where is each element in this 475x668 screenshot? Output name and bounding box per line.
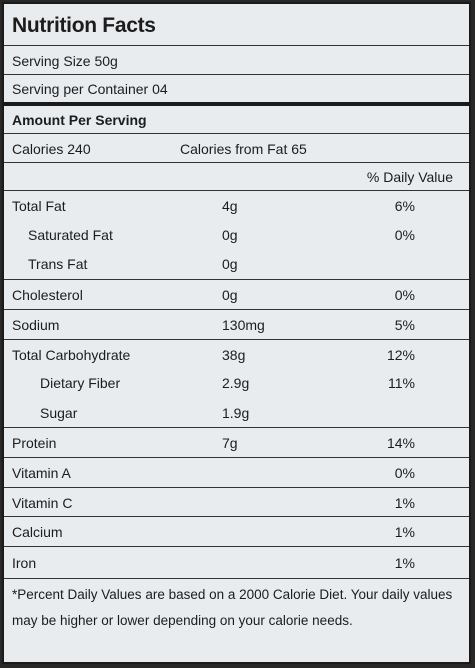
amount-per-serving-row: Amount Per Serving [4,106,469,133]
footnote: *Percent Daily Values are based on a 200… [12,587,453,628]
nutrient-name: Total Fat [12,198,66,214]
servings-per-container-row: Serving per Container 04 [4,74,469,103]
nutrient-amount: 2.9g [222,375,250,391]
servings-per-container: Serving per Container 04 [12,81,168,97]
nutrient-amount: 38g [222,346,246,363]
nutrient-name: Sugar [40,404,78,421]
nutrient-row: Dietary Fiber 2.9g 11% [4,368,469,398]
nutrient-name: Calcium [12,524,63,540]
footnote-divider [4,578,469,579]
nutrient-row: Protein 7g 14% [4,427,469,458]
nutrient-row: Calcium 1% [4,516,469,547]
nutrient-name: Total Carbohydrate [12,346,131,363]
nutrient-name: Protein [12,435,57,451]
nutrient-name: Cholesterol [12,287,83,303]
nutrient-name: Saturated Fat [28,226,113,243]
nutrient-daily-value: 11% [388,375,415,391]
calories-row: Calories 240 Calories from Fat 65 [4,133,469,163]
amount-per-serving: Amount Per Serving [12,111,147,128]
nutrient-row: Total Carbohydrate 38g 12% [4,339,469,369]
nutrient-row: Iron 1% [4,546,469,579]
nutrient-row: Trans Fat 0g [4,249,469,279]
serving-size: Serving Size 50g [12,52,118,69]
label-title: Nutrition Facts [12,13,156,37]
nutrient-daily-value: 5% [394,317,415,333]
nutrient-name: Sodium [12,317,60,333]
thick-divider [4,102,469,106]
nutrient-name: Iron [12,555,37,571]
nutrient-daily-value: 14% [386,435,415,451]
nutrient-daily-value: 6% [394,198,415,214]
nutrient-amount: 7g [222,435,238,451]
title-row: Nutrition Facts [4,8,469,42]
nutrient-row: Vitamin A 0% [4,457,469,488]
nutrient-daily-value: 1% [394,494,415,511]
nutrient-amount: 0g [222,226,238,243]
nutrient-daily-value: 0% [394,465,415,481]
nutrient-name: Trans Fat [28,256,88,272]
daily-value-header-row: % Daily Value [4,162,469,191]
nutrient-name: Vitamin A [12,465,71,481]
nutrition-facts-label: Nutrition Facts Serving Size 50g Serving… [2,2,471,664]
serving-size-row: Serving Size 50g [4,45,469,75]
nutrient-row: Saturated Fat 0g 0% [4,220,469,249]
nutrient-daily-value: 1% [394,555,415,571]
nutrient-amount: 0g [222,256,238,272]
nutrient-amount: 130mg [222,317,265,333]
daily-value-header: % Daily Value [366,169,453,185]
nutrient-amount: 1.9g [222,404,250,421]
nutrient-name: Dietary Fiber [40,375,121,391]
nutrient-row: Vitamin C 1% [4,487,469,517]
nutrient-row: Cholesterol 0g 0% [4,279,469,310]
calories: Calories 240 [12,140,91,157]
nutrient-row: Total Fat 4g 6% [4,190,469,221]
nutrient-amount: 0g [222,287,238,303]
nutrient-name: Vitamin C [12,494,73,511]
nutrient-daily-value: 12% [386,346,415,363]
nutrient-daily-value: 1% [394,524,415,540]
nutrient-daily-value: 0% [394,287,415,303]
nutrient-row: Sugar 1.9g [4,398,469,427]
nutrient-daily-value: 0% [394,226,415,243]
nutrient-amount: 4g [222,198,238,214]
calories-from-fat: Calories from Fat 65 [180,140,307,157]
nutrient-row: Sodium 130mg 5% [4,309,469,340]
